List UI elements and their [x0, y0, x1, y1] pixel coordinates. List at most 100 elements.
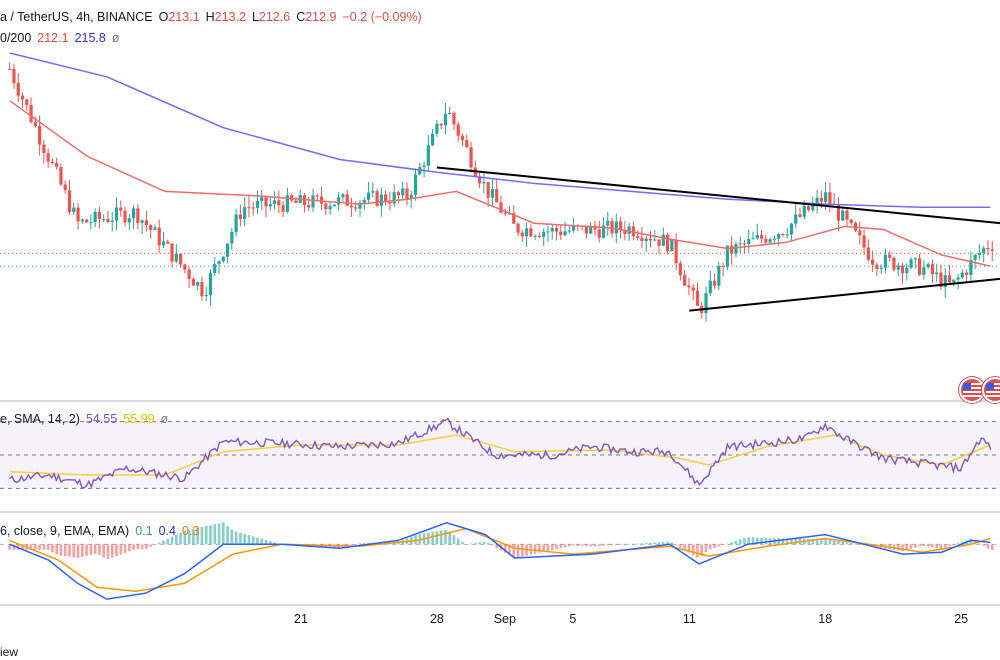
- macd-histogram-bar: [503, 544, 507, 553]
- candle-body: [366, 192, 371, 200]
- macd-histogram-bar: [162, 540, 165, 545]
- macd-histogram-bar: [666, 541, 669, 545]
- macd-hist-value: 0.1: [135, 524, 153, 538]
- candle-body: [525, 228, 529, 237]
- macd-histogram-bar: [217, 523, 221, 545]
- macd-histogram-bar: [512, 544, 516, 558]
- candle-body: [157, 227, 161, 246]
- candle-body: [789, 223, 794, 235]
- macd-histogram-bar: [589, 544, 592, 547]
- candle-body: [759, 234, 764, 239]
- candle-body: [76, 207, 80, 222]
- macd-histogram-bar: [926, 544, 930, 547]
- candle-body: [294, 200, 298, 203]
- candle-body: [571, 225, 576, 231]
- x-tick-label: 11: [682, 612, 696, 626]
- candle-body: [272, 200, 277, 205]
- macd-histogram-bar: [662, 542, 665, 545]
- macd-histogram-bar: [115, 544, 118, 556]
- macd-histogram-bar: [491, 544, 494, 546]
- macd-histogram-bar: [230, 529, 234, 545]
- macd-histogram-bar: [559, 544, 563, 549]
- macd-histogram-bar: [832, 540, 836, 545]
- macd-histogram-bar: [444, 529, 447, 545]
- macd-histogram-bar: [469, 543, 473, 545]
- macd-histogram-bar: [696, 544, 699, 558]
- macd-histogram-bar: [602, 544, 605, 546]
- macd-legend: 6, close, 9, EMA, EMA) 0.1 0.4 0.3: [0, 524, 199, 538]
- candle-body: [16, 83, 20, 96]
- candle-body: [990, 249, 994, 251]
- macd-histogram-bar: [42, 544, 46, 550]
- candle-body: [200, 282, 204, 297]
- macd-histogram-bar: [563, 544, 567, 548]
- macd-histogram-bar: [674, 544, 678, 546]
- candle-body: [623, 229, 627, 234]
- macd-histogram-bar: [204, 526, 208, 545]
- candle-body: [862, 235, 866, 248]
- candle-body: [46, 153, 50, 162]
- candle-body: [136, 208, 140, 223]
- macd-histogram-bar: [918, 544, 921, 547]
- candle-body: [811, 203, 815, 211]
- candle-body: [255, 201, 260, 208]
- macd-histogram-bar: [358, 543, 362, 545]
- macd-histogram-bar: [98, 544, 101, 555]
- candle-body: [93, 211, 97, 223]
- candle-body: [610, 220, 614, 234]
- macd-histogram-bar: [136, 544, 140, 550]
- rsi-hide-icon[interactable]: ø: [160, 412, 169, 426]
- macd-histogram-bar: [140, 544, 144, 550]
- macd-histogram-bar: [649, 542, 652, 545]
- macd-histogram-bar: [435, 531, 439, 545]
- us-flag-icon[interactable]: [982, 377, 1000, 403]
- macd-histogram-bar: [192, 528, 195, 545]
- macd-histogram-bar: [619, 544, 622, 545]
- candle-body: [439, 123, 443, 126]
- candle-body: [550, 228, 554, 232]
- macd-histogram-bar: [845, 542, 849, 545]
- candle-body: [631, 226, 635, 237]
- macd-histogram-bar: [572, 544, 575, 546]
- candle-body: [260, 197, 264, 202]
- macd-histogram-bar: [615, 544, 618, 545]
- symbol-title: a / TetherUS, 4h, BINANCE: [0, 10, 153, 24]
- candle-body: [712, 280, 717, 286]
- ma50-line: [9, 100, 991, 267]
- candle-body: [546, 231, 550, 233]
- candle-body: [161, 241, 166, 246]
- rsi-legend: e, SMA, 14, 2) 54.55 55.99 ø: [0, 412, 168, 426]
- macd-histogram-bar: [781, 538, 785, 545]
- macd-histogram-bar: [717, 544, 721, 547]
- macd-histogram-bar: [627, 544, 631, 545]
- candle-body: [482, 182, 486, 184]
- candle-body: [956, 277, 960, 280]
- candle-body: [888, 254, 892, 258]
- macd-histogram-bar: [956, 543, 960, 545]
- macd-histogram-bar: [34, 544, 37, 550]
- candle-body: [589, 225, 593, 234]
- macd-histogram-bar: [969, 538, 973, 545]
- ma-hide-icon[interactable]: ø: [111, 31, 120, 45]
- macd-histogram-bar: [72, 544, 76, 558]
- candle-body: [781, 233, 785, 236]
- candle-body: [648, 238, 653, 241]
- macd-signal-value: 0.3: [182, 524, 200, 538]
- candle-body: [332, 204, 336, 207]
- candle-body: [892, 257, 896, 270]
- macd-histogram-bar: [222, 522, 225, 545]
- candle-body: [80, 219, 84, 222]
- candle-body: [277, 200, 281, 206]
- macd-histogram-bar: [76, 544, 80, 558]
- candle-body: [268, 204, 272, 207]
- candle-body: [106, 219, 110, 222]
- macd-histogram-bar: [978, 543, 981, 545]
- macd-histogram-bar: [12, 544, 16, 550]
- macd-histogram-bar: [243, 533, 246, 545]
- candle-body: [29, 104, 33, 122]
- candle-body: [657, 239, 661, 246]
- candle-body: [785, 234, 789, 236]
- candle-body: [636, 236, 640, 238]
